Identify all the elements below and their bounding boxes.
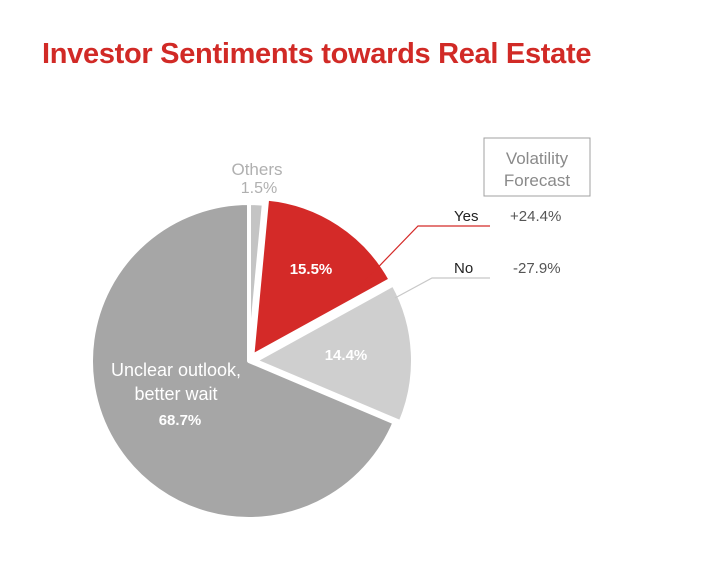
volatility-forecast-box — [483, 137, 591, 197]
unclear-slice-value: 68.7% — [159, 412, 202, 429]
others-label: Others — [231, 160, 282, 179]
pie-slice-no — [252, 282, 415, 425]
volatility-forecast-header-line2: Forecast — [504, 171, 570, 190]
others-value: 1.5% — [241, 180, 277, 197]
unclear-label-line1: Unclear outlook, — [111, 360, 241, 380]
no-slice-value: 14.4% — [325, 347, 368, 364]
yes-leader-line — [357, 225, 490, 289]
pie-slice-yes — [250, 196, 393, 358]
legend-yes-value: +24.4% — [510, 208, 561, 225]
legend-yes-label: Yes — [454, 208, 478, 225]
legend-no-value: -27.9% — [513, 260, 561, 277]
no-leader-line — [394, 277, 490, 299]
chart-title: Investor Sentiments towards Real Estate — [42, 38, 592, 70]
pie-slice-unclear — [89, 201, 397, 521]
unclear-label-line2: better wait — [134, 384, 217, 404]
yes-slice-value: 15.5% — [290, 261, 333, 278]
volatility-forecast-header-line1: Volatility — [506, 149, 569, 168]
legend-no-label: No — [454, 260, 473, 277]
